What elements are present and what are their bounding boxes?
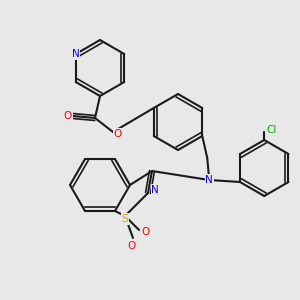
Text: N: N (72, 49, 80, 59)
Text: O: O (114, 129, 122, 139)
Text: S: S (122, 214, 129, 224)
Text: O: O (64, 111, 72, 121)
Text: Cl: Cl (266, 125, 276, 135)
Text: N: N (151, 185, 159, 195)
Text: N: N (206, 175, 213, 185)
Text: O: O (127, 241, 135, 251)
Text: O: O (141, 227, 149, 237)
